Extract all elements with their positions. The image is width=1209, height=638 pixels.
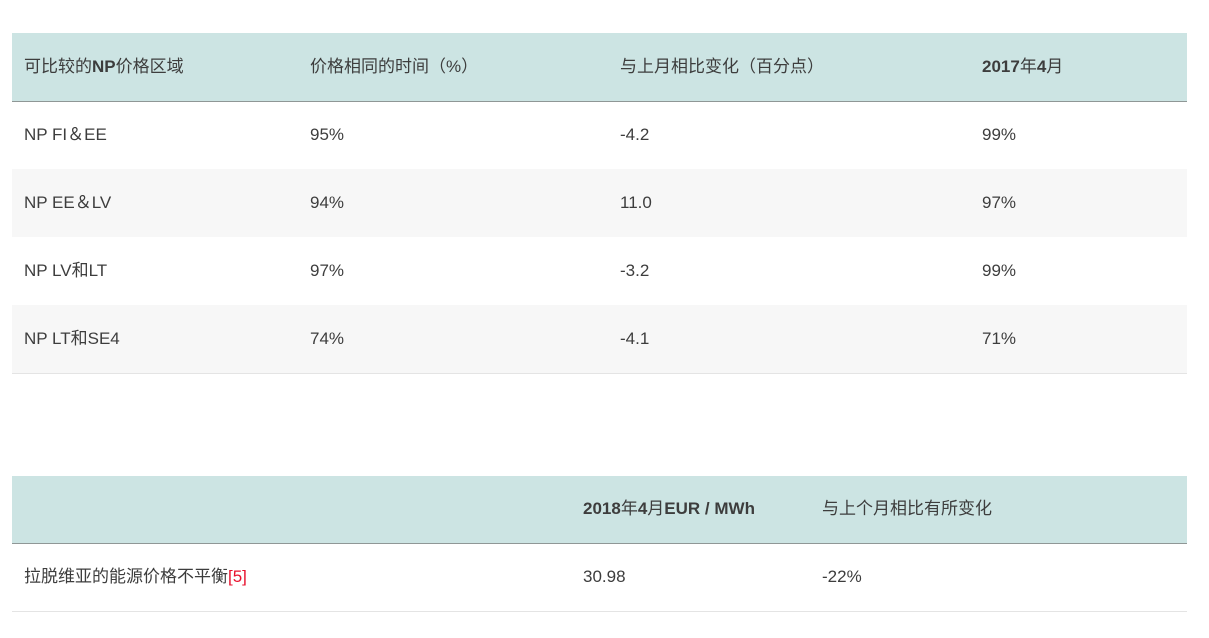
- cell-area: NP LV和LT: [24, 260, 108, 280]
- np-price-area-table: 可比较的NP价格区域 价格相同的时间（%） 与上月相比变化（百分点） 2017年…: [12, 33, 1187, 374]
- cell-apr2017: 99%: [982, 125, 1017, 145]
- cell-change: 11.0: [608, 169, 970, 237]
- table-row: NP FI＆EE 95% -4.2 99%: [12, 101, 1187, 169]
- header-cell-price-area: 可比较的NP价格区域: [12, 33, 298, 102]
- header-cell-same-price-time: 价格相同的时间（%）: [298, 33, 608, 102]
- header-unit-bold: EUR / MWh: [664, 499, 755, 519]
- cell-change: -4.1: [608, 305, 970, 374]
- header-month-cjk: 月: [647, 499, 665, 519]
- header-text-bold-np: NP: [92, 56, 116, 76]
- header-row: 2018年4月EUR / MWh 与上个月相比有所变化: [12, 475, 1187, 544]
- header-cell-april-2018-eur-mwh: 2018年4月EUR / MWh: [571, 475, 810, 544]
- header-cell-april-2017: 2017年4月: [970, 33, 1187, 102]
- header-month-cjk: 月: [1046, 56, 1064, 76]
- table-row: 拉脱维亚的能源价格不平衡[5] 30.98 -22%: [12, 543, 1187, 612]
- cell-label: 拉脱维亚的能源价格不平衡[5]: [12, 543, 571, 612]
- np-price-area-table-header: 可比较的NP价格区域 价格相同的时间（%） 与上月相比变化（百分点） 2017年…: [12, 33, 1187, 102]
- cell-change: -3.2: [620, 260, 650, 280]
- header-cell-change-vs-last-month: 与上月相比变化（百分点）: [608, 33, 970, 102]
- np-price-area-table-body: NP FI＆EE 95% -4.2 99% NP EE＆LV 94% 11.0 …: [12, 101, 1187, 374]
- header-year-cjk: 年: [1019, 56, 1037, 76]
- cell-area: NP FI＆EE: [24, 125, 107, 145]
- cell-apr2017: 97%: [970, 169, 1187, 237]
- cell-change: -4.2: [620, 125, 650, 145]
- cell-same-time: 97%: [310, 260, 345, 280]
- latvia-imbalance-table-body: 拉脱维亚的能源价格不平衡[5] 30.98 -22%: [12, 543, 1187, 612]
- cell-value: 30.98: [571, 543, 810, 612]
- header-month-bold: 4: [637, 499, 648, 519]
- latvia-imbalance-table-header: 2018年4月EUR / MWh 与上个月相比有所变化: [12, 475, 1187, 544]
- header-cell-empty: [12, 475, 571, 544]
- cell-area: NP LT和SE4: [12, 305, 298, 374]
- table-row: NP EE＆LV 94% 11.0 97%: [12, 169, 1187, 237]
- header-year-cjk: 年: [620, 499, 638, 519]
- table-row: NP LV和LT 97% -3.2 99%: [12, 237, 1187, 305]
- cell-same-time: 74%: [298, 305, 608, 374]
- cell-same-time: 94%: [298, 169, 608, 237]
- cell-area: NP EE＆LV: [12, 169, 298, 237]
- header-row: 可比较的NP价格区域 价格相同的时间（%） 与上月相比变化（百分点） 2017年…: [12, 33, 1187, 102]
- cell-change: -22%: [810, 543, 1187, 612]
- header-cell-change-vs-last-month: 与上个月相比有所变化: [810, 475, 1187, 544]
- cell-same-time: 95%: [310, 125, 345, 145]
- header-year-bold: 2017: [982, 56, 1020, 76]
- header-text: 价格区域: [115, 56, 184, 76]
- table-row: NP LT和SE4 74% -4.1 71%: [12, 305, 1187, 374]
- footnote-5-link[interactable]: [5]: [228, 567, 247, 587]
- header-text: 可比较的: [24, 56, 92, 76]
- page: 可比较的NP价格区域 价格相同的时间（%） 与上月相比变化（百分点） 2017年…: [12, 33, 1187, 612]
- header-year-bold: 2018: [583, 499, 621, 519]
- cell-apr2017: 71%: [970, 305, 1187, 374]
- latvia-imbalance-table: 2018年4月EUR / MWh 与上个月相比有所变化 拉脱维亚的能源价格不平衡…: [12, 475, 1187, 612]
- cell-apr2017: 99%: [982, 260, 1017, 280]
- header-month-bold: 4: [1036, 56, 1047, 76]
- row-label: 拉脱维亚的能源价格不平衡: [24, 567, 228, 587]
